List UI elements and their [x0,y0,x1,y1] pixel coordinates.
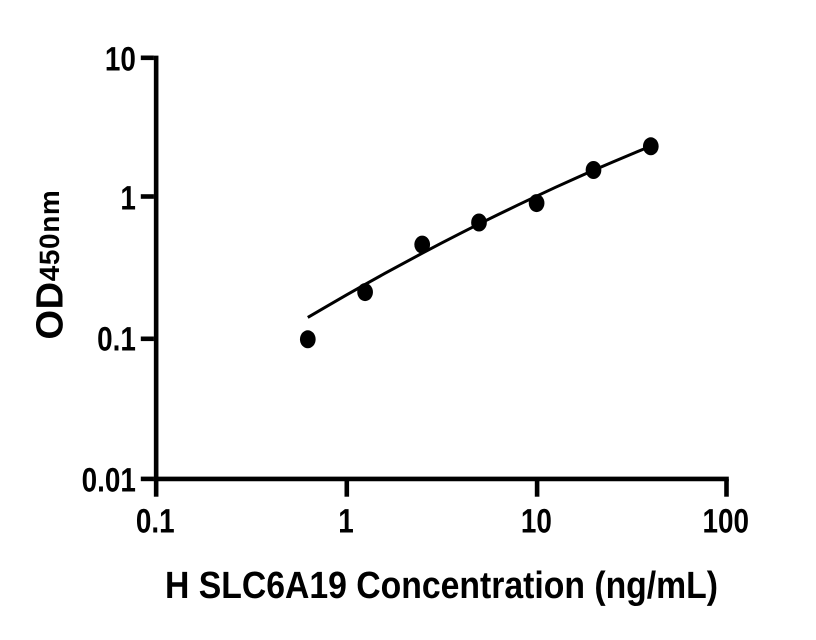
svg-text:100: 100 [703,503,750,541]
svg-text:0.1: 0.1 [97,320,136,358]
svg-text:OD450nm: OD450nm [30,190,72,340]
svg-text:0.1: 0.1 [136,503,175,541]
svg-text:H SLC6A19 Concentration (ng/mL: H SLC6A19 Concentration (ng/mL) [165,565,718,607]
svg-text:10: 10 [521,503,552,541]
svg-text:1: 1 [338,503,354,541]
svg-text:10: 10 [105,40,136,78]
svg-text:0.01: 0.01 [82,462,136,500]
svg-text:1: 1 [120,179,136,217]
